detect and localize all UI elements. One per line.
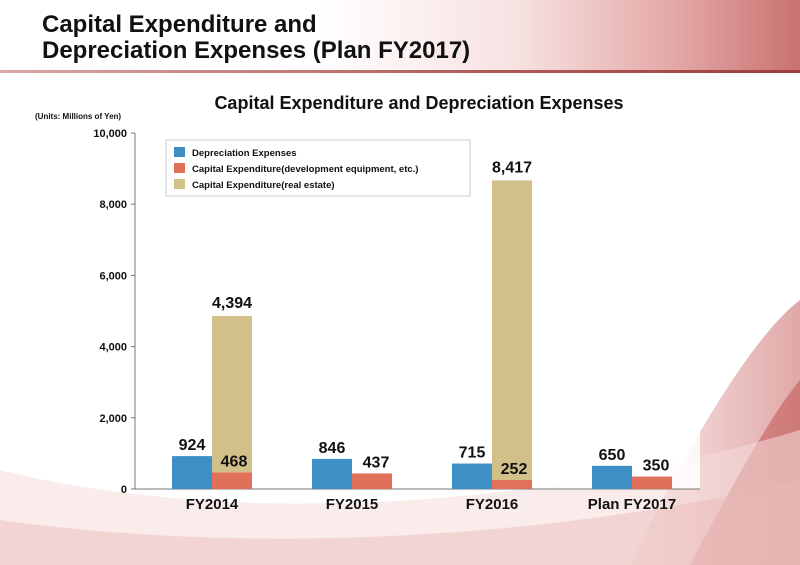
x-category-label: FY2014 [186, 496, 239, 513]
category-labels: FY2014 FY2015 FY2016 Plan FY2017 [186, 496, 676, 513]
header-band [0, 0, 800, 72]
chart-title: Capital Expenditure and Depreciation Exp… [214, 93, 623, 113]
x-category-label: Plan FY2017 [588, 496, 676, 513]
data-label-capex-development: 468 [221, 453, 248, 470]
x-category-label: FY2015 [326, 496, 379, 513]
slide-title: Capital Expenditure and Depreciation Exp… [42, 12, 470, 64]
bar-capex-real-estate [492, 180, 532, 481]
legend-swatch-capex-real-estate [174, 179, 185, 189]
bars-group: 924 4,394 468 846 437 715 8,417 252 650 350 [172, 159, 672, 489]
data-label-capex-real-estate: 4,394 [212, 295, 252, 312]
legend: Depreciation Expenses Capital Expenditur… [165, 139, 471, 197]
header-divider [0, 70, 800, 73]
bar-capex-development [352, 473, 392, 489]
data-label-depreciation: 715 [459, 445, 486, 462]
y-axis: 0 2,000 4,000 6,000 8,000 10,000 [93, 128, 136, 496]
data-label-capex-development: 252 [501, 461, 528, 478]
bar-capex-real-estate [212, 315, 252, 473]
bar-depreciation [452, 463, 492, 489]
y-tick-label: 8,000 [99, 199, 127, 211]
data-label-capex-real-estate: 8,417 [492, 159, 532, 176]
data-label-capex-development: 350 [643, 458, 670, 475]
legend-label-depreciation: Depreciation Expenses [192, 148, 297, 159]
data-label-depreciation: 846 [319, 440, 346, 457]
bar-capex-development [492, 480, 532, 489]
data-label-depreciation: 650 [599, 447, 626, 464]
y-tick-label: 2,000 [99, 413, 127, 425]
legend-swatch-capex-development [174, 163, 185, 173]
slide-title-line1: Capital Expenditure and [42, 11, 317, 38]
legend-swatch-depreciation [174, 147, 185, 157]
legend-label-capex-real-estate: Capital Expenditure(real estate) [192, 180, 335, 191]
bar-depreciation [592, 465, 632, 489]
bar-depreciation [312, 458, 352, 489]
y-tick-label: 0 [121, 484, 127, 496]
slide-title-line2: Depreciation Expenses (Plan FY2017) [42, 37, 471, 64]
legend-label-capex-development: Capital Expenditure(development equipmen… [192, 164, 418, 175]
legend-box [165, 139, 471, 197]
y-tick-label: 4,000 [99, 342, 127, 354]
data-label-capex-development: 437 [363, 454, 390, 471]
data-label-depreciation: 924 [179, 437, 206, 454]
units-label: (Units: Millions of Yen) [35, 112, 121, 121]
y-tick-label: 6,000 [99, 270, 127, 282]
bar-capex-development [632, 476, 672, 489]
bar-depreciation [172, 456, 212, 489]
bar-capex-development [212, 472, 252, 489]
y-tick-label: 10,000 [93, 128, 127, 140]
x-category-label: FY2016 [466, 496, 519, 513]
